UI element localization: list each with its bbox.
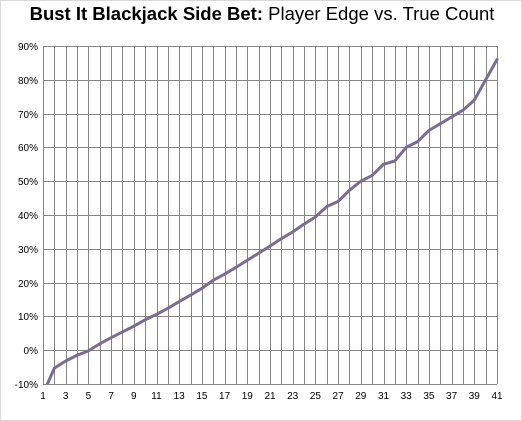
y-tick-label: 80%	[18, 76, 38, 87]
y-tick-label: 0%	[24, 346, 39, 357]
chart-title: Bust It Blackjack Side Bet: Player Edge …	[1, 3, 522, 25]
x-axis-ticks: 1 3 5 7 9 11 13 15 17 19 21 23 25 27 29 31 33 35 37 39 41	[40, 391, 503, 402]
y-tick-label: 10%	[18, 312, 38, 323]
x-tick-label: 17	[219, 391, 231, 402]
x-tick-label: 7	[108, 391, 114, 402]
y-tick-label: 20%	[18, 279, 38, 290]
x-tick-label: 37	[446, 391, 458, 402]
x-tick-label: 33	[401, 391, 413, 402]
x-tick-label: 3	[63, 391, 69, 402]
x-tick-label: 19	[242, 391, 254, 402]
x-tick-label: 23	[287, 391, 299, 402]
x-tick-label: 11	[151, 391, 162, 402]
x-tick-label: 5	[86, 391, 92, 402]
x-tick-label: 13	[174, 391, 186, 402]
x-tick-label: 25	[310, 391, 322, 402]
x-tick-label: 35	[423, 391, 435, 402]
y-tick-label: -10%	[15, 380, 38, 391]
y-tick-label: 90%	[18, 42, 38, 53]
x-tick-label: 21	[264, 391, 276, 402]
x-tick-label: 9	[131, 391, 137, 402]
chart-title-bold: Bust It Blackjack Side Bet:	[29, 3, 263, 24]
y-tick-label: 70%	[18, 110, 38, 121]
series-layer	[45, 58, 499, 384]
series-line	[45, 58, 499, 384]
x-tick-label: 29	[355, 391, 367, 402]
y-axis-ticks: -10% 0% 10% 20% 30% 40% 50% 60% 70% 80% 90%	[15, 42, 38, 391]
grid	[43, 46, 498, 385]
x-tick-label: 31	[378, 391, 390, 402]
y-tick-label: 30%	[18, 245, 38, 256]
y-tick-label: 50%	[18, 177, 38, 188]
y-tick-label: 60%	[18, 143, 38, 154]
x-tick-label: 15	[196, 391, 208, 402]
x-tick-label: 27	[333, 391, 345, 402]
x-tick-label: 1	[40, 391, 46, 402]
x-tick-label: 41	[491, 391, 503, 402]
chart-title-rest: Player Edge vs. True Count	[268, 3, 495, 24]
y-tick-label: 40%	[18, 211, 38, 222]
x-tick-label: 39	[469, 391, 481, 402]
